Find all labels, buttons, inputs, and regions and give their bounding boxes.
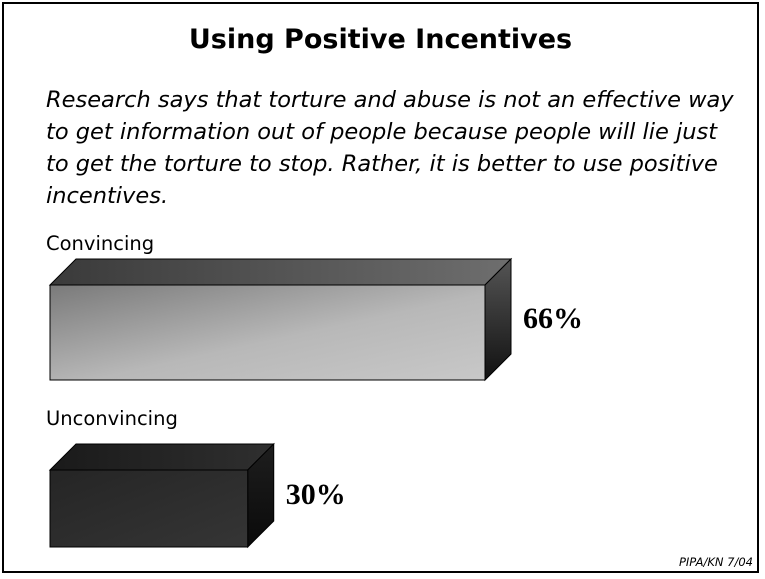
bar-unconvincing: [48, 442, 275, 549]
value-label-unconvincing: 30%: [285, 477, 346, 511]
bar-convincing-top: [48, 258, 513, 286]
bar-unconvincing-front: [49, 469, 249, 548]
question-text: Research says that torture and abuse is …: [46, 87, 734, 209]
value-label-convincing: 66%: [523, 301, 583, 335]
bar-convincing: [48, 257, 513, 382]
source-note: PIPA/KN 7/04: [678, 555, 753, 569]
bar-unconvincing-top: [48, 443, 275, 471]
category-label-convincing: Convincing: [46, 232, 155, 255]
category-label-unconvincing: Unconvincing: [46, 407, 178, 430]
chart-title: Using Positive Incentives: [188, 24, 573, 55]
bar-convincing-front: [49, 284, 486, 381]
